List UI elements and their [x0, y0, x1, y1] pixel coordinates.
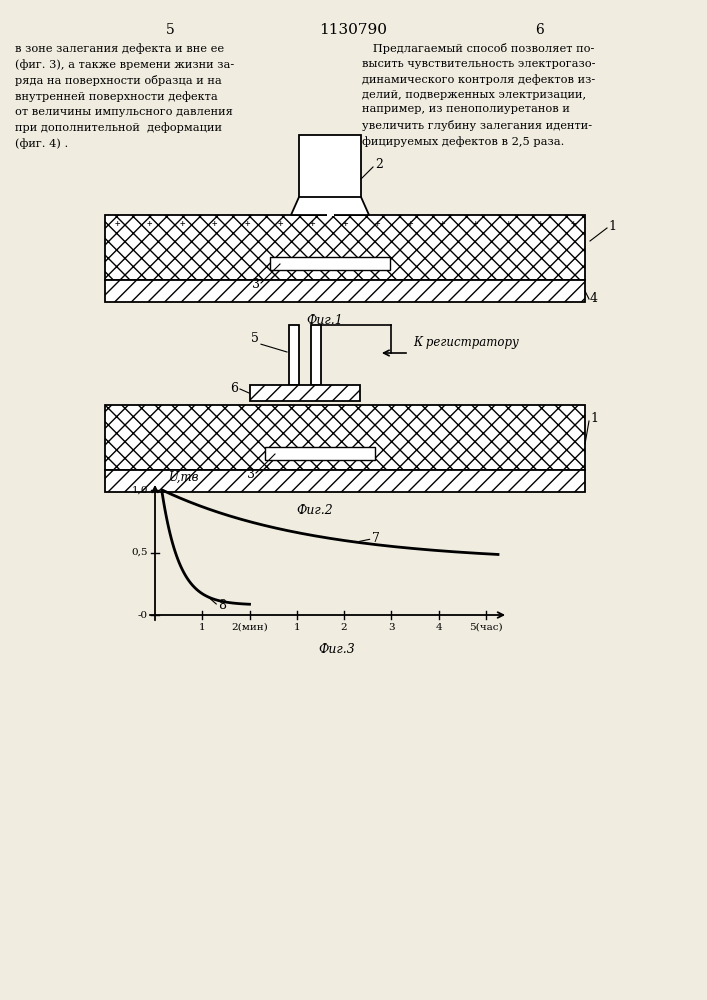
Text: 4: 4	[590, 292, 598, 306]
Text: К регистратору: К регистратору	[413, 336, 519, 349]
Text: 5: 5	[165, 23, 175, 37]
Text: 2: 2	[375, 158, 383, 172]
Text: 3: 3	[252, 278, 260, 292]
Text: 4: 4	[436, 623, 442, 632]
Text: +: +	[147, 220, 152, 229]
Bar	[105, 280, 585, 302]
Text: 6: 6	[536, 23, 544, 37]
Bar	[250, 385, 360, 401]
Text: Фиг.3: Фиг.3	[319, 643, 356, 656]
Text: -0: -0	[138, 610, 148, 619]
Text: Фиг.1: Фиг.1	[307, 314, 344, 327]
Text: 1,0: 1,0	[132, 486, 148, 494]
Text: Предлагаемый способ позволяет по-
высить чувствительность электрогазо-
динамичес: Предлагаемый способ позволяет по- высить…	[362, 43, 595, 147]
Text: 5: 5	[251, 332, 259, 344]
Bar	[105, 470, 585, 492]
Text: 3: 3	[388, 623, 395, 632]
Text: +: +	[212, 220, 217, 229]
Text: +: +	[245, 220, 250, 229]
Text: +: +	[375, 220, 380, 229]
Bar	[299, 135, 361, 215]
Text: 2: 2	[341, 623, 347, 632]
Text: +: +	[472, 220, 478, 229]
Text: +: +	[180, 220, 185, 229]
Text: 0,5: 0,5	[132, 548, 148, 557]
Text: +: +	[407, 220, 413, 229]
Text: 1: 1	[293, 623, 300, 632]
Text: +: +	[277, 220, 283, 229]
Text: +: +	[310, 220, 315, 229]
Text: 1: 1	[608, 220, 616, 232]
Polygon shape	[291, 197, 369, 215]
Bar	[289, 325, 299, 385]
Text: +: +	[440, 220, 445, 229]
Bar	[327, 212, 334, 216]
Text: 8: 8	[218, 599, 226, 612]
Text: 7: 7	[372, 532, 380, 545]
Text: +: +	[115, 220, 119, 229]
Text: +: +	[342, 220, 348, 229]
Bar	[105, 215, 585, 280]
Bar	[265, 447, 375, 460]
Text: 1: 1	[590, 412, 598, 426]
Text: 1130790: 1130790	[319, 23, 387, 37]
Bar	[270, 257, 390, 270]
Text: +: +	[506, 220, 510, 229]
Text: 1: 1	[199, 623, 206, 632]
Bar	[105, 405, 585, 470]
Text: 5(час): 5(час)	[469, 623, 503, 632]
Text: U,тв: U,тв	[169, 471, 199, 484]
Text: Фиг.2: Фиг.2	[297, 504, 334, 517]
Text: +: +	[571, 220, 575, 229]
Text: 6: 6	[230, 381, 238, 394]
Text: +: +	[538, 220, 543, 229]
Text: 3: 3	[247, 468, 255, 482]
Bar	[311, 325, 321, 385]
Text: в зоне залегания дефекта и вне ее
(фиг. 3), а также времени жизни за-
ряда на по: в зоне залегания дефекта и вне ее (фиг. …	[15, 43, 234, 149]
Text: 2(мин): 2(мин)	[231, 623, 268, 632]
